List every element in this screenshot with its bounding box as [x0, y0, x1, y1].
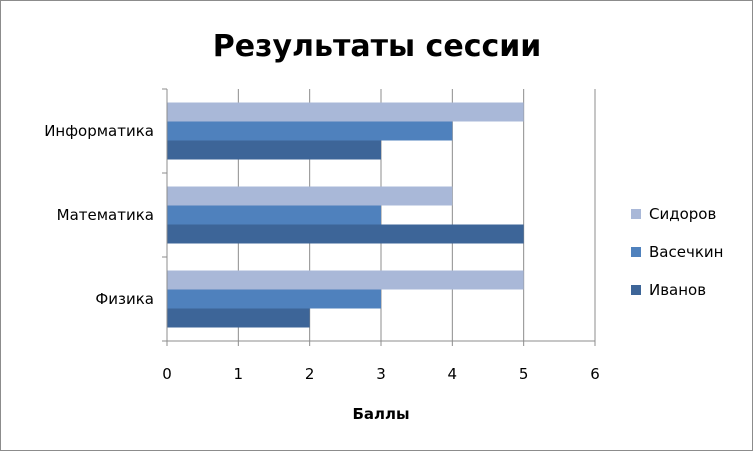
x-tick-label: 4	[448, 365, 458, 383]
bar	[167, 308, 310, 328]
x-tick-label: 1	[234, 365, 244, 383]
bar	[167, 205, 381, 225]
category-label: Математика	[57, 206, 154, 224]
category-label: Физика	[95, 290, 154, 308]
axes	[162, 88, 596, 346]
bar	[167, 289, 381, 309]
bar	[167, 140, 381, 160]
x-tick-label: 2	[305, 365, 315, 383]
bar	[167, 102, 524, 122]
legend-label: Иванов	[649, 281, 706, 299]
chart-title: Результаты сессии	[213, 29, 542, 64]
x-axis-title: Баллы	[352, 405, 409, 423]
x-tick-label: 6	[590, 365, 600, 383]
x-tick-labels: 0 1 2 3 4 5 6	[162, 365, 600, 383]
legend-label: Сидоров	[649, 205, 716, 223]
x-tick-label: 5	[519, 365, 529, 383]
legend-label: Васечкин	[649, 243, 723, 261]
x-tick-label: 3	[376, 365, 386, 383]
bar	[167, 270, 524, 290]
bar	[167, 121, 453, 141]
x-tick-label: 0	[162, 365, 172, 383]
bar	[167, 224, 524, 244]
legend-swatch	[631, 247, 641, 257]
legend: Сидоров Васечкин Иванов	[631, 205, 723, 299]
legend-swatch	[631, 209, 641, 219]
category-labels: Информатика Математика Физика	[44, 122, 154, 308]
legend-swatch	[631, 285, 641, 295]
bars	[167, 102, 524, 328]
category-label: Информатика	[44, 122, 154, 140]
bar	[167, 186, 453, 206]
